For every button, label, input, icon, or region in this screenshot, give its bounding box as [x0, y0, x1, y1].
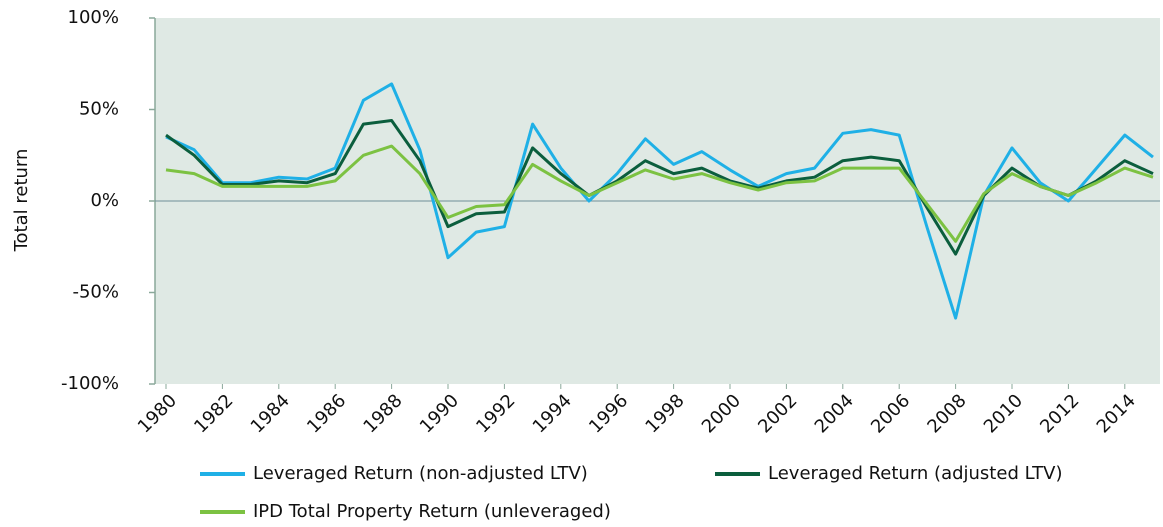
x-tick-label: 1988 — [359, 390, 406, 437]
y-tick-label: -50% — [72, 282, 119, 303]
y-tick-label: -100% — [61, 373, 119, 394]
x-tick-label: 2010 — [980, 390, 1027, 437]
x-tick-label: 1996 — [585, 390, 632, 437]
x-tick-label: 1984 — [247, 390, 294, 437]
x-tick-label: 2008 — [923, 390, 970, 437]
x-tick-label: 2012 — [1036, 390, 1083, 437]
x-tick-label: 1992 — [472, 390, 519, 437]
x-tick-label: 2002 — [754, 390, 801, 437]
x-tick-label: 2014 — [1093, 390, 1140, 437]
legend-label: Leveraged Return (adjusted LTV) — [768, 463, 1062, 484]
legend-label: IPD Total Property Return (unleveraged) — [253, 501, 611, 522]
x-tick-label: 2006 — [867, 390, 914, 437]
x-tick-label: 2004 — [811, 390, 858, 437]
x-tick-label: 1986 — [303, 390, 350, 437]
legend-label: Leveraged Return (non-adjusted LTV) — [253, 463, 588, 484]
x-tick-label: 2000 — [698, 390, 745, 437]
x-tick-label: 1998 — [641, 390, 688, 437]
y-tick-label: 100% — [68, 7, 119, 28]
y-axis-label: Total return — [11, 149, 32, 253]
line-series — [165, 144, 1154, 243]
y-tick-label: 0% — [90, 190, 119, 211]
x-tick-label: 1994 — [529, 390, 576, 437]
y-tick-label: 50% — [79, 99, 119, 120]
x-tick-label: 1982 — [190, 390, 237, 437]
x-tick-label: 1980 — [134, 390, 181, 437]
x-tick-label: 1990 — [416, 390, 463, 437]
line-series — [165, 82, 1154, 320]
